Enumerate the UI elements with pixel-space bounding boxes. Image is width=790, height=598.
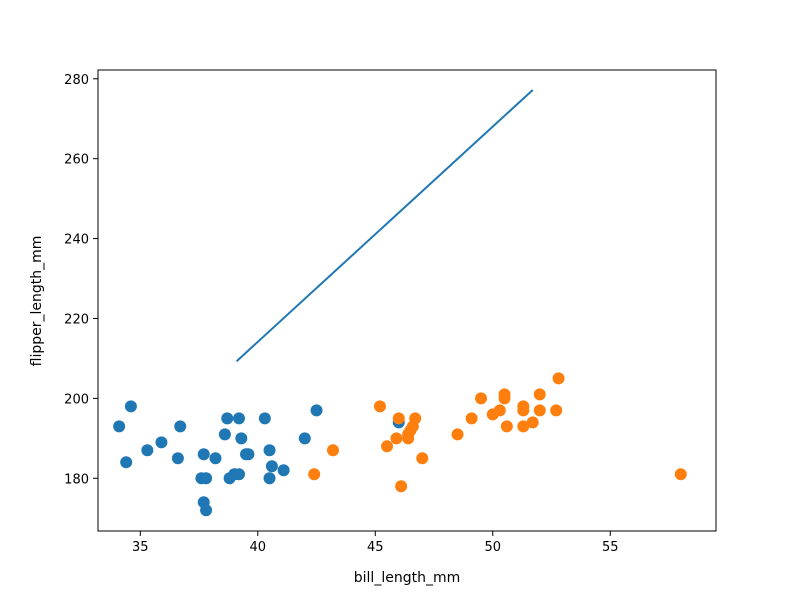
series-b-point xyxy=(533,404,546,417)
series-b-point xyxy=(517,420,530,433)
series-a-point xyxy=(263,472,276,485)
series-b-point xyxy=(308,468,321,481)
series-b-point xyxy=(517,400,530,413)
series-a-point xyxy=(221,412,234,425)
series-b-point xyxy=(498,388,511,401)
x-tick-label: 45 xyxy=(367,540,384,555)
series-b-point xyxy=(390,432,403,445)
series-a-point xyxy=(310,404,323,417)
series-b-point xyxy=(475,392,488,405)
series-a-point xyxy=(174,420,187,433)
x-tick-label: 40 xyxy=(250,540,267,555)
y-tick-label: 180 xyxy=(64,472,89,487)
series-b-point xyxy=(533,388,546,401)
series-a-point xyxy=(265,460,278,473)
series-b-point xyxy=(674,468,687,481)
y-tick-label: 240 xyxy=(64,233,89,248)
axis-ticks: 35 40 45 50 55 180 200 220 240 260 280 xyxy=(64,73,618,555)
series-b-point xyxy=(526,416,539,429)
series-a-point xyxy=(113,420,126,433)
series-a-point xyxy=(232,412,245,425)
y-axis-label: flipper_length_mm xyxy=(29,236,45,367)
series-a-point xyxy=(298,432,311,445)
x-tick-label: 50 xyxy=(484,540,501,555)
series-b-point xyxy=(552,372,565,385)
series-a-point xyxy=(124,400,137,413)
series-a-point xyxy=(235,432,248,445)
y-tick-label: 200 xyxy=(64,392,89,407)
x-tick-label: 55 xyxy=(602,540,619,555)
series-a-point xyxy=(200,472,213,485)
y-tick-label: 260 xyxy=(64,153,89,168)
trend-line xyxy=(235,89,534,362)
series-a-point xyxy=(218,428,231,441)
series-b-point xyxy=(465,412,478,425)
series-b-point xyxy=(550,404,563,417)
series-a-point xyxy=(277,464,290,477)
series-b-point xyxy=(381,440,394,453)
series-a-point xyxy=(209,452,222,465)
series-b-point xyxy=(409,412,422,425)
series-a-point xyxy=(171,452,184,465)
y-tick-label: 280 xyxy=(64,73,89,88)
series-b-point xyxy=(395,480,408,493)
x-tick-label: 35 xyxy=(132,540,149,555)
plot-area xyxy=(113,89,687,517)
series-a-point xyxy=(232,468,245,481)
series-a-point xyxy=(242,448,255,461)
series-b-point xyxy=(493,404,506,417)
y-tick-label: 220 xyxy=(64,312,89,327)
x-axis-label: bill_length_mm xyxy=(354,570,460,586)
series-a-point xyxy=(197,448,210,461)
series-a-point xyxy=(200,504,213,517)
series-b-point xyxy=(451,428,464,441)
series-b-point xyxy=(373,400,386,413)
series-b-point xyxy=(326,444,339,457)
series-a-point xyxy=(120,456,133,469)
series-b-point xyxy=(500,420,513,433)
axes-frame xyxy=(97,69,717,532)
series-a-point xyxy=(155,436,168,449)
series-a-point xyxy=(258,412,271,425)
series-a-point xyxy=(141,444,154,457)
series-b-point xyxy=(392,412,405,425)
series-a-point xyxy=(263,444,276,457)
series-b-point xyxy=(416,452,429,465)
